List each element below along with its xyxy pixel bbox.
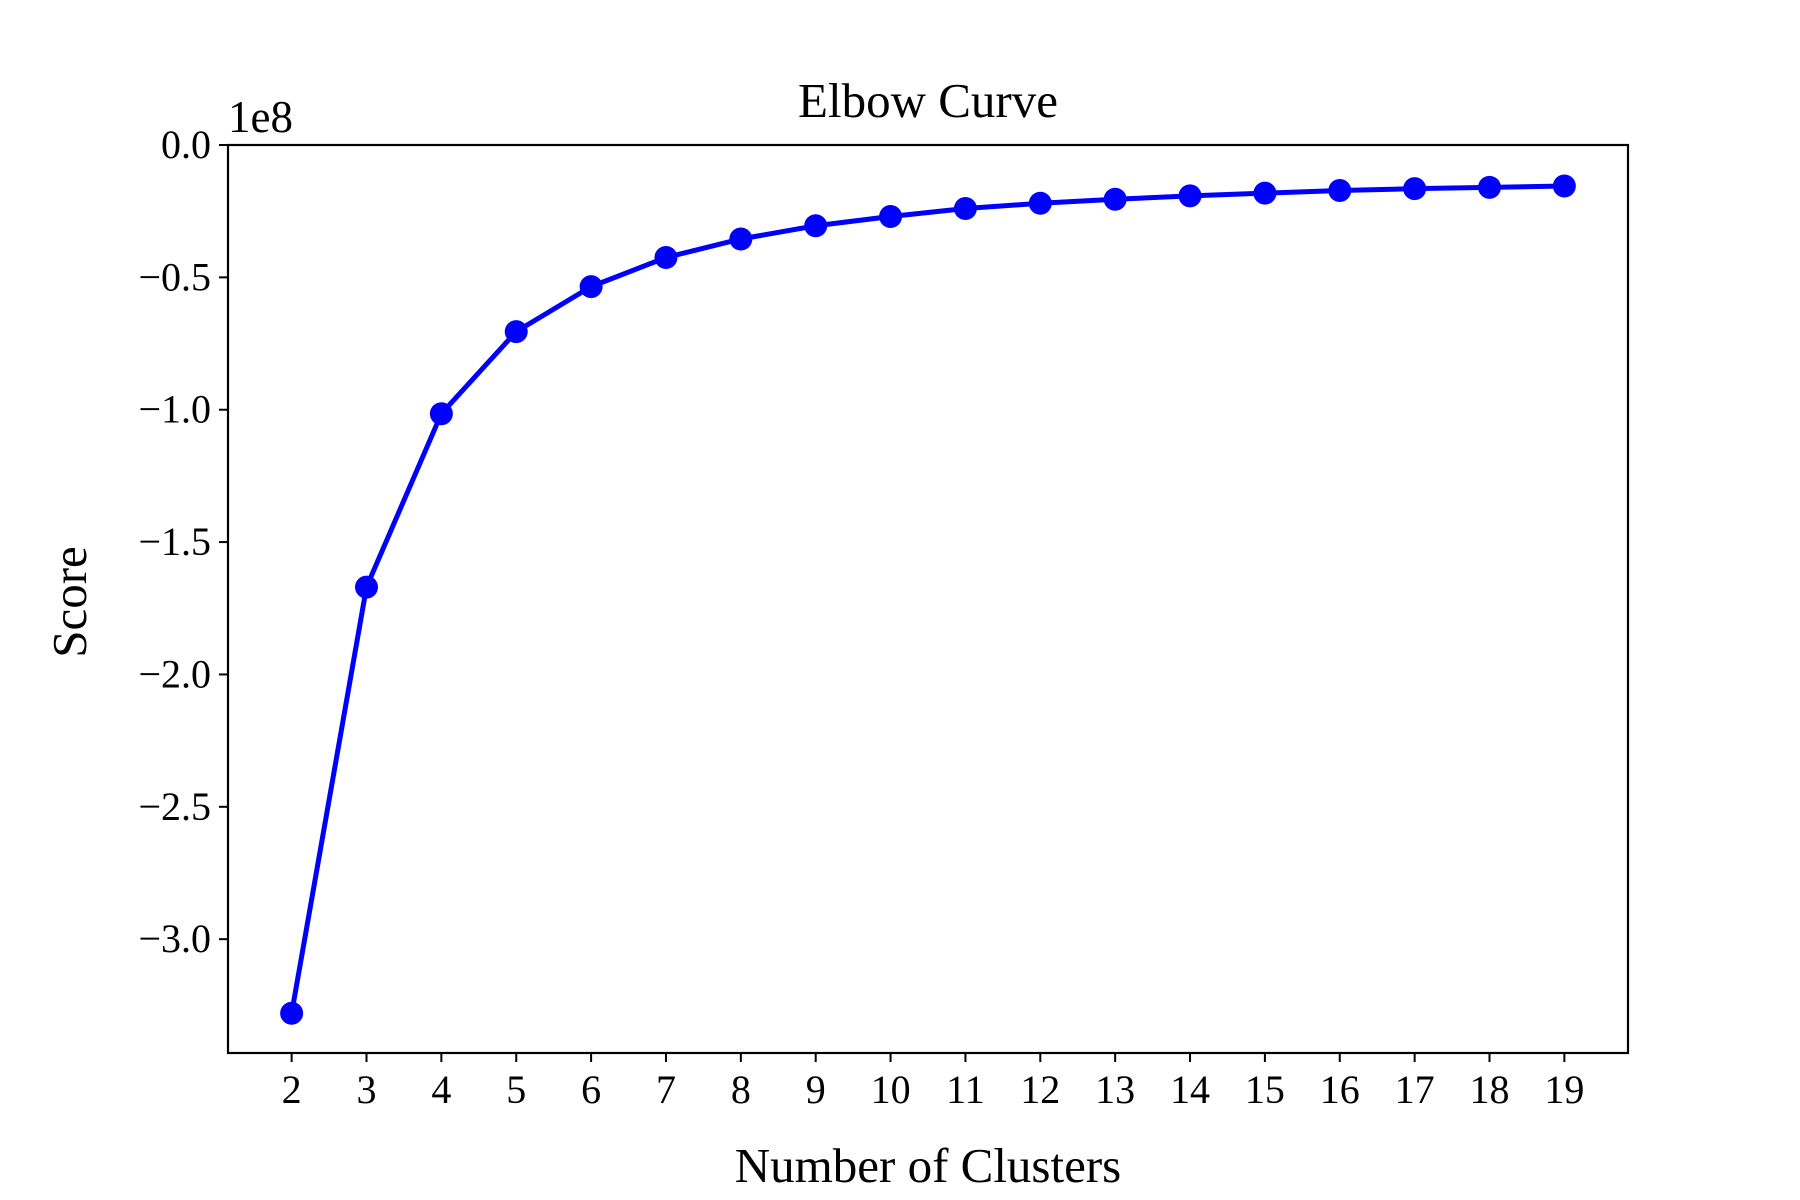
- plot-area: [280, 174, 1576, 1025]
- chart-title: Elbow Curve: [798, 73, 1058, 128]
- y-tick-label: −1.0: [138, 387, 211, 432]
- x-tick-label: 16: [1320, 1067, 1360, 1112]
- y-axis-title: Score: [42, 546, 97, 658]
- y-axis-offset-label: 1e8: [228, 92, 293, 142]
- data-point: [1552, 174, 1576, 198]
- y-tick-label: −2.0: [138, 651, 211, 696]
- x-tick-label: 2: [282, 1067, 302, 1112]
- data-point: [1103, 187, 1127, 211]
- data-point: [879, 204, 903, 228]
- y-tick-label: 0.0: [161, 122, 211, 167]
- data-point: [355, 575, 379, 599]
- series-line: [289, 183, 1567, 1016]
- data-point: [804, 214, 828, 238]
- x-tick-label: 19: [1544, 1067, 1584, 1112]
- data-point: [1403, 177, 1427, 201]
- data-point: [729, 227, 753, 251]
- x-axis-title: Number of Clusters: [735, 1138, 1122, 1193]
- x-tick-label: 12: [1020, 1067, 1060, 1112]
- axis-ticks: 0.0 −0.5 −1.0 −1.5 −2.0 −2.5 −3.0 2 3 4 5 6 7 8 9 10 11 1…: [138, 122, 1584, 1112]
- x-tick-label: 17: [1395, 1067, 1435, 1112]
- data-point: [1253, 181, 1277, 205]
- data-point: [1328, 179, 1352, 203]
- data-point: [654, 246, 678, 270]
- x-tick-label: 9: [806, 1067, 826, 1112]
- y-tick-label: −2.5: [138, 784, 211, 829]
- x-tick-label: 15: [1245, 1067, 1285, 1112]
- axes-frame: [226, 143, 1630, 1055]
- data-point: [504, 320, 528, 344]
- data-point: [579, 275, 603, 299]
- y-tick-label: −3.0: [138, 916, 211, 961]
- x-tick-label: 6: [581, 1067, 601, 1112]
- x-tick-label: 14: [1170, 1067, 1210, 1112]
- x-tick-label: 7: [656, 1067, 676, 1112]
- y-tick-label: −0.5: [138, 254, 211, 299]
- x-tick-label: 10: [871, 1067, 911, 1112]
- data-point: [953, 197, 977, 221]
- y-tick-label: −1.5: [138, 519, 211, 564]
- x-tick-label: 4: [431, 1067, 451, 1112]
- x-tick-label: 11: [946, 1067, 985, 1112]
- data-point: [1028, 191, 1052, 215]
- x-tick-label: 3: [357, 1067, 377, 1112]
- data-point: [429, 402, 453, 426]
- data-point: [1477, 175, 1501, 199]
- x-tick-label: 18: [1469, 1067, 1509, 1112]
- x-tick-label: 8: [731, 1067, 751, 1112]
- data-point: [280, 1001, 304, 1025]
- x-tick-label: 13: [1095, 1067, 1135, 1112]
- data-point: [1178, 184, 1202, 208]
- x-tick-label: 5: [506, 1067, 526, 1112]
